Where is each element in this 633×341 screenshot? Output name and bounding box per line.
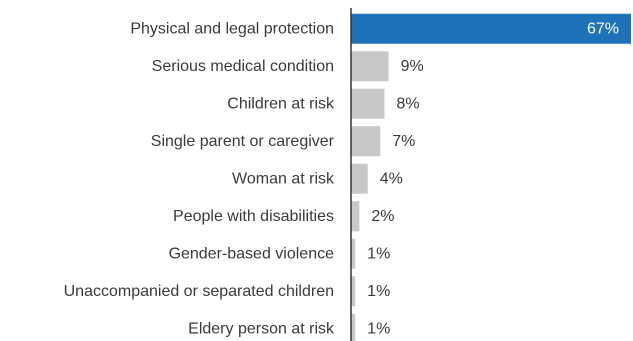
bars [351,13,631,341]
category-label: Serious medical condition [152,58,334,75]
category-label: Woman at risk [232,170,335,187]
value-label: 7% [392,133,415,150]
value-label: 67% [587,20,619,37]
category-label: Single parent or caregiver [151,133,335,150]
value-label: 4% [380,170,403,187]
value-label: 1% [367,283,390,300]
bar [351,276,356,307]
value-label: 8% [396,95,419,112]
category-label: Children at risk [227,95,335,112]
category-labels: Physical and legal protection Serious med… [64,20,335,337]
bar [351,88,385,119]
value-label: 9% [401,58,424,75]
category-label: People with disabilities [173,208,334,225]
value-label: 2% [371,208,394,225]
bar [351,126,381,157]
category-label: Gender-based violence [169,245,335,262]
bar [351,13,631,44]
category-label: Physical and legal protection [130,20,334,37]
value-labels: 67% 9% 8% 7% 4% 2% 1% 1% 1% [367,20,619,337]
bar [351,201,360,232]
category-label: Eldery person at risk [188,320,335,337]
value-label: 1% [367,320,390,337]
bar [351,238,356,269]
value-label: 1% [367,245,390,262]
category-label: Unaccompanied or separated children [64,283,334,300]
bar [351,313,356,341]
bar [351,51,389,82]
bar [351,163,368,194]
